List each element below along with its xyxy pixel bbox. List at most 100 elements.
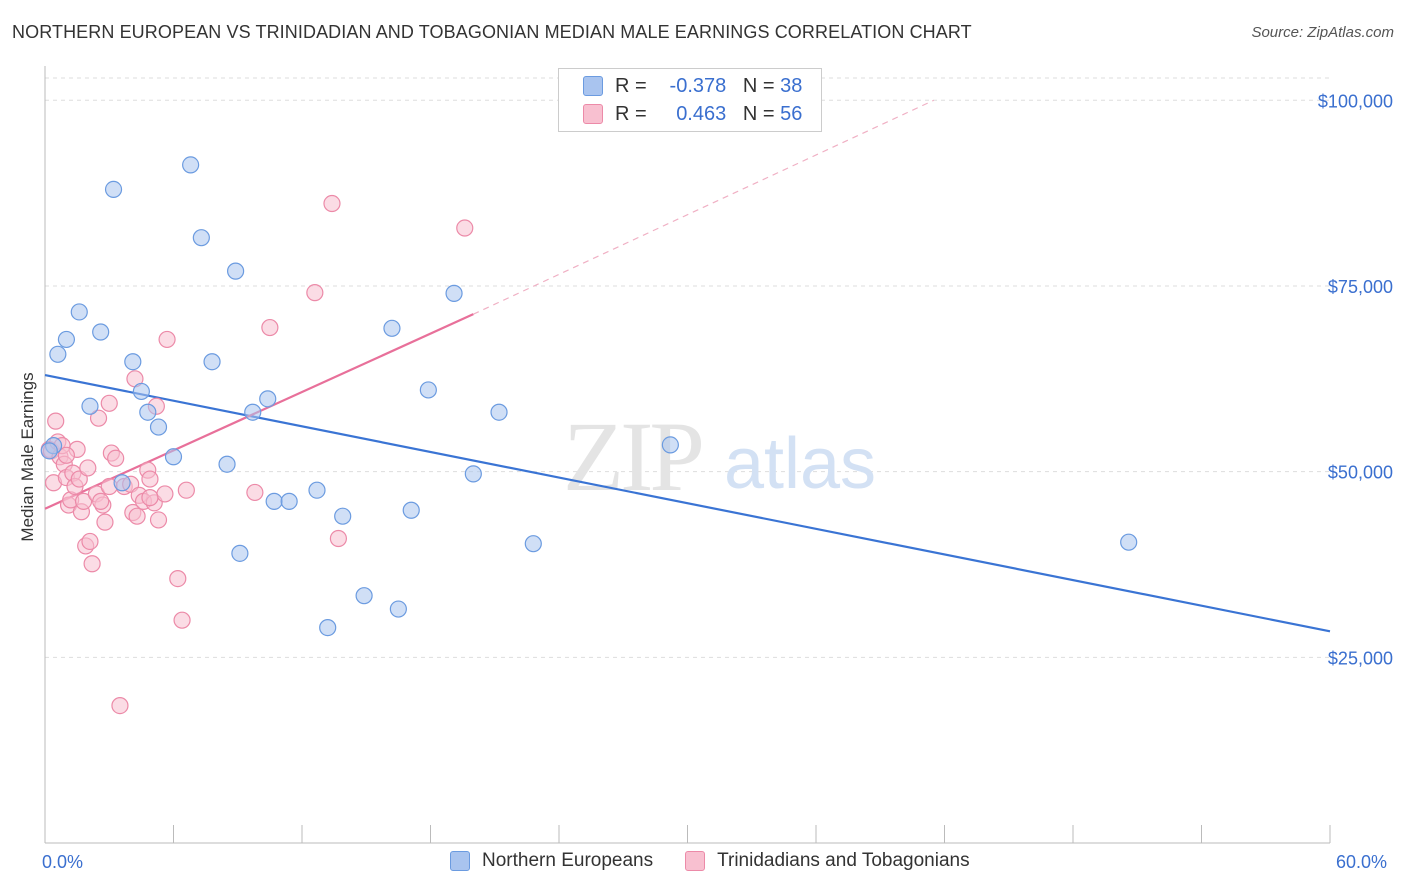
y-tick-label: $100,000 [1318,91,1393,111]
point-northern [139,403,157,421]
point-trinidadian [456,219,474,237]
legend-swatch-northern [450,851,470,871]
gridlines [45,77,1330,658]
point-northern [92,323,110,341]
r-label: R = [615,74,647,97]
n-value: 38 [780,74,803,97]
point-northern [113,474,131,492]
point-northern [524,535,542,553]
point-northern [661,436,679,454]
point-trinidadian [169,569,187,588]
y-tick-label: $25,000 [1328,648,1393,668]
point-trinidadian [81,532,99,551]
legend-row-trinidadian: R = 0.463 N = 56 [583,101,802,127]
x-tick-label-max: 60.0% [1336,852,1388,872]
point-northern [265,492,283,510]
point-northern [1120,533,1138,551]
point-northern [218,455,236,473]
point-trinidadian [79,459,97,477]
point-northern [203,353,221,371]
point-trinidadian [306,284,324,302]
point-northern [124,353,142,371]
point-northern [389,600,407,618]
point-northern [319,619,337,637]
n-label: N = [742,74,775,97]
point-northern [259,390,277,408]
legend-swatch-trinidadian [685,851,706,871]
point-trinidadian [141,489,159,507]
point-trinidadian [57,446,76,464]
point-trinidadian [158,330,176,349]
point-northern [490,403,508,421]
point-northern [244,403,262,421]
point-trinidadian [89,409,108,427]
point-northern [445,284,463,302]
point-trinidadian [323,194,341,213]
point-trinidadian [47,412,65,430]
point-trinidadian [329,529,348,548]
point-northern [227,262,245,280]
n-label: N = [742,102,775,125]
y-tick-label: $75,000 [1328,277,1393,297]
point-trinidadian [177,481,195,499]
watermark-zip: ZIP [563,401,701,512]
point-trinidadian [173,611,191,629]
point-northern [40,442,58,460]
point-northern [104,180,123,199]
point-northern [402,501,420,519]
point-trinidadian [246,483,264,502]
trend-line-trinidadian-extension [473,99,935,315]
point-northern [70,303,88,321]
x-tick-label-min: 0.0% [42,852,84,872]
point-northern [164,448,183,466]
point-northern [132,382,150,401]
point-trinidadian [141,470,159,488]
series-legend: Northern Europeans Trinidadians and Toba… [450,850,1002,872]
data-points [40,156,1138,715]
point-northern [149,418,168,436]
point-northern [231,544,249,562]
point-trinidadian [92,492,110,510]
y-tick-label: $50,000 [1328,463,1393,483]
point-northern [57,330,76,349]
r-value: 0.463 [676,102,727,125]
point-northern [81,397,99,415]
point-trinidadian [261,318,279,337]
point-northern [383,319,401,337]
point-northern [419,381,437,399]
point-northern [182,156,200,174]
chart-title: NORTHERN EUROPEAN VS TRINIDADIAN AND TOB… [12,22,972,42]
r-value: -0.378 [669,74,727,97]
point-northern [334,507,352,525]
point-trinidadian [149,511,168,529]
point-northern [308,481,326,499]
correlation-legend: R = -0.378 N = 38 R = 0.463 N = 56 [558,68,822,132]
y-tick-labels: $25,000 $50,000 $75,000 $100,000 [1318,91,1393,668]
watermark-atlas: atlas [724,424,876,504]
point-trinidadian [100,394,118,412]
point-trinidadian [107,449,125,467]
point-northern [192,229,210,247]
point-trinidadian [74,492,93,510]
r-label: R = [615,102,647,125]
point-trinidadian [96,513,114,531]
point-northern [49,345,67,363]
point-trinidadian [111,696,129,715]
legend-label-northern: Northern Europeans [482,850,654,871]
point-trinidadian [156,485,174,503]
legend-swatch-trinidadian [583,104,603,124]
watermark: ZIP atlas [563,401,876,512]
point-northern [464,465,482,483]
legend-swatch-northern [583,76,603,96]
legend-item-trinidadian[interactable]: Trinidadians and Tobagonians [685,850,970,872]
point-trinidadian [83,555,101,573]
point-northern [355,587,373,605]
y-axis-label: Median Male Earnings [18,372,37,542]
n-value: 56 [780,102,803,125]
legend-item-northern[interactable]: Northern Europeans [450,850,653,872]
legend-label-trinidadian: Trinidadians and Tobagonians [717,850,970,871]
point-trinidadian [128,507,146,525]
point-northern [280,492,298,510]
source-label: Source: ZipAtlas.com [1251,24,1394,41]
